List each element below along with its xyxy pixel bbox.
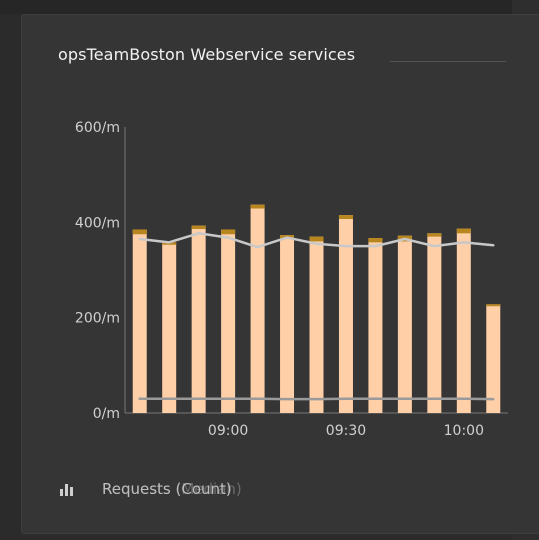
bar-cap — [221, 229, 236, 235]
title-divider — [390, 61, 506, 62]
bar-cap — [368, 238, 383, 243]
dashboard-backdrop — [0, 0, 539, 14]
bar-cap — [250, 204, 265, 209]
bar — [221, 229, 236, 413]
bar-cap — [338, 215, 353, 219]
legend-label-count: Requests (Count) — [102, 480, 232, 498]
bar — [397, 235, 412, 413]
y-tick-label: 400/m — [75, 215, 120, 231]
bar — [309, 236, 324, 413]
bar-cap — [456, 228, 471, 234]
bar — [280, 235, 295, 413]
x-tick-label: 09:00 — [208, 423, 248, 439]
legend-labels: Requests (Median) Requests (Count) — [102, 478, 342, 500]
y-tick-label: 600/m — [75, 120, 120, 136]
bar — [162, 242, 177, 413]
bar-cap — [309, 236, 324, 242]
chart-legend[interactable]: Requests (Median) Requests (Count) — [58, 478, 342, 500]
bar — [486, 304, 501, 413]
x-tick-label: 09:30 — [326, 423, 366, 439]
x-tick-label: 10:00 — [444, 423, 484, 439]
bar-chart-icon — [60, 484, 73, 496]
bar-cap — [191, 225, 206, 230]
bar — [427, 233, 442, 413]
bar — [132, 229, 147, 413]
legend-label-median: Requests (Median) — [102, 480, 242, 498]
chart-tile[interactable] — [21, 14, 539, 534]
bar — [250, 204, 265, 413]
bar — [338, 215, 353, 413]
bar-cap — [132, 229, 147, 235]
bar-cap — [486, 304, 501, 307]
bar — [368, 238, 383, 413]
y-tick-label: 0/m — [93, 406, 120, 422]
bar — [456, 228, 471, 413]
median-series-line — [138, 232, 495, 249]
tile-title: opsTeamBoston Webservice services — [58, 45, 356, 64]
y-tick-label: 200/m — [75, 311, 120, 327]
bar — [191, 225, 206, 413]
bar-cap — [427, 233, 442, 237]
